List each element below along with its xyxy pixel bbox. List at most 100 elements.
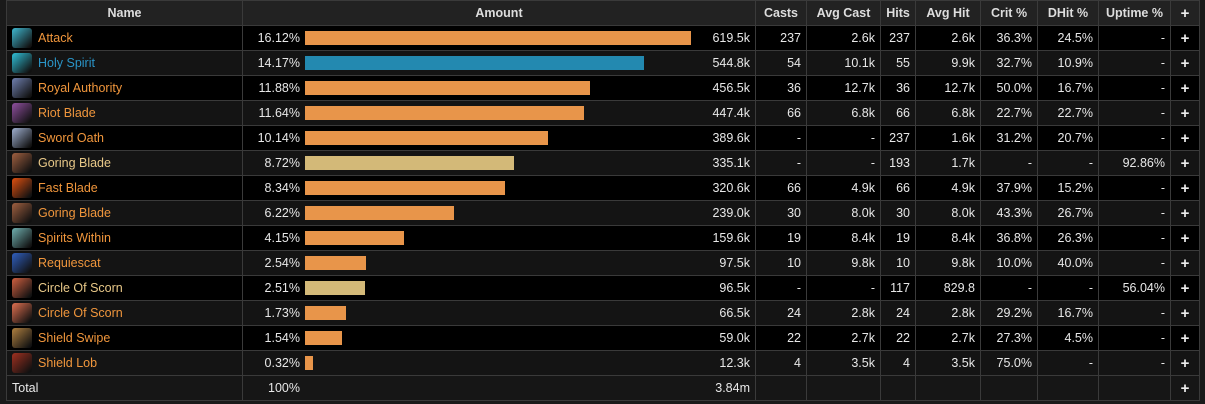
header-name[interactable]: Name <box>6 0 243 26</box>
hits-cell: 237 <box>880 25 916 51</box>
header-avg-hit[interactable]: Avg Hit <box>915 0 981 26</box>
sword-oath-icon <box>12 128 32 148</box>
table-row[interactable]: Requiescat 2.54% 97.5k 10 9.8k 10 9.8k 10.0% 40.… <box>6 250 1200 276</box>
uptime-cell: - <box>1098 175 1171 201</box>
ability-name[interactable]: Goring Blade <box>38 156 111 170</box>
avg-hit-cell: 8.0k <box>915 200 981 226</box>
avg-cast-cell: - <box>806 275 881 301</box>
amount-percent: 2.51% <box>264 281 300 295</box>
crit-cell: 32.7% <box>980 50 1038 76</box>
avg-hit-cell: 8.4k <box>915 225 981 251</box>
table-row[interactable]: Royal Authority 11.88% 456.5k 36 12.7k 36 12.7… <box>6 75 1200 101</box>
expand-button[interactable]: + <box>1170 200 1200 226</box>
expand-button[interactable]: + <box>1170 25 1200 51</box>
table-row[interactable]: Shield Swipe 1.54% 59.0k 22 2.7k 22 2.7k 27.3% 4… <box>6 325 1200 351</box>
amount-percent: 16.12% <box>257 31 300 45</box>
expand-button[interactable]: + <box>1170 150 1200 176</box>
ability-name[interactable]: Sword Oath <box>38 131 105 145</box>
table-row[interactable]: Holy Spirit 14.17% 544.8k 54 10.1k 55 9.9k 32.7… <box>6 50 1200 76</box>
dhit-cell: 10.9% <box>1037 50 1099 76</box>
header-hits[interactable]: Hits <box>880 0 916 26</box>
expand-button[interactable]: + <box>1170 375 1200 401</box>
dhit-cell: 24.5% <box>1037 25 1099 51</box>
header-casts[interactable]: Casts <box>755 0 807 26</box>
amount-percent: 10.14% <box>257 131 300 145</box>
header-avg-cast[interactable]: Avg Cast <box>806 0 881 26</box>
table-row[interactable]: Fast Blade 8.34% 320.6k 66 4.9k 66 4.9k 37.9% 15… <box>6 175 1200 201</box>
damage-table: Name Amount Casts Avg Cast Hits Avg Hit … <box>6 0 1200 401</box>
amount-value: 335.1k <box>712 156 750 170</box>
ability-name[interactable]: Requiescat <box>38 256 101 270</box>
hits-cell: 117 <box>880 275 916 301</box>
expand-button[interactable]: + <box>1170 225 1200 251</box>
avg-hit-cell: 9.9k <box>915 50 981 76</box>
table-row[interactable]: Goring Blade 8.72% 335.1k - -193 1.7k - -92.86%… <box>6 150 1200 176</box>
expand-button[interactable]: + <box>1170 350 1200 376</box>
table-row[interactable]: Riot Blade 11.64% 447.4k 66 6.8k 66 6.8k 22.7% 2… <box>6 100 1200 126</box>
expand-all-button[interactable]: + <box>1170 0 1200 26</box>
avg-cast-cell: 6.8k <box>806 100 881 126</box>
ability-name[interactable]: Shield Swipe <box>38 331 111 345</box>
dhit-cell: 16.7% <box>1037 300 1099 326</box>
expand-button[interactable]: + <box>1170 100 1200 126</box>
expand-button[interactable]: + <box>1170 325 1200 351</box>
avg-hit-cell: 1.6k <box>915 125 981 151</box>
uptime-cell: - <box>1098 250 1171 276</box>
ability-name[interactable]: Holy Spirit <box>38 56 95 70</box>
casts-cell: 30 <box>755 200 807 226</box>
expand-button[interactable]: + <box>1170 250 1200 276</box>
amount-bar <box>305 131 548 145</box>
casts-cell: 24 <box>755 300 807 326</box>
amount-value: 159.6k <box>712 231 750 245</box>
ability-name[interactable]: Circle Of Scorn <box>38 281 123 295</box>
header-amount[interactable]: Amount <box>242 0 756 26</box>
uptime-cell: - <box>1098 50 1171 76</box>
ability-name[interactable]: Riot Blade <box>38 106 96 120</box>
uptime-cell: 92.86% <box>1098 150 1171 176</box>
amount-value: 320.6k <box>712 181 750 195</box>
hits-cell: 24 <box>880 300 916 326</box>
expand-button[interactable]: + <box>1170 275 1200 301</box>
amount-bar <box>305 231 405 245</box>
expand-button[interactable]: + <box>1170 75 1200 101</box>
amount-value: 12.3k <box>719 356 750 370</box>
ability-name[interactable]: Attack <box>38 31 73 45</box>
table-row[interactable]: Circle Of Scorn 1.73% 66.5k 24 2.8k 24 2.8k 29.… <box>6 300 1200 326</box>
table-row[interactable]: Sword Oath 10.14% 389.6k - -237 1.6k 31.2% 20.7… <box>6 125 1200 151</box>
expand-button[interactable]: + <box>1170 125 1200 151</box>
table-row[interactable]: Circle Of Scorn 2.51% 96.5k - -117 829.8- -56.… <box>6 275 1200 301</box>
expand-button[interactable]: + <box>1170 175 1200 201</box>
ability-name[interactable]: Circle Of Scorn <box>38 306 123 320</box>
ability-name[interactable]: Fast Blade <box>38 181 98 195</box>
amount-percent: 1.73% <box>264 306 300 320</box>
header-crit[interactable]: Crit % <box>980 0 1038 26</box>
table-row[interactable]: Attack 16.12% 619.5k 237 2.6k 237 2.6k 36.3% 24.… <box>6 25 1200 51</box>
hits-cell: 19 <box>880 225 916 251</box>
table-row[interactable]: Shield Lob 0.32% 12.3k 4 3.5k 4 3.5k 75.0% - - + <box>6 350 1200 376</box>
avg-cast-cell: 2.7k <box>806 325 881 351</box>
crit-cell: 31.2% <box>980 125 1038 151</box>
uptime-cell: - <box>1098 200 1171 226</box>
hits-cell: 237 <box>880 125 916 151</box>
avg-hit-cell: 12.7k <box>915 75 981 101</box>
ability-name[interactable]: Goring Blade <box>38 206 111 220</box>
amount-value: 59.0k <box>719 331 750 345</box>
total-label: Total <box>6 375 243 401</box>
ability-name[interactable]: Royal Authority <box>38 81 123 95</box>
table-row[interactable]: Goring Blade 6.22% 239.0k 30 8.0k 30 8.0k 43.3%… <box>6 200 1200 226</box>
attack-icon <box>12 28 32 48</box>
table-row[interactable]: Spirits Within 4.15% 159.6k 19 8.4k 19 8.4k 36.… <box>6 225 1200 251</box>
hits-cell: 4 <box>880 350 916 376</box>
ability-name[interactable]: Shield Lob <box>38 356 98 370</box>
royal-authority-icon <box>12 78 32 98</box>
header-dhit[interactable]: DHit % <box>1037 0 1099 26</box>
avg-cast-cell: 10.1k <box>806 50 881 76</box>
expand-button[interactable]: + <box>1170 50 1200 76</box>
dhit-cell: - <box>1037 350 1099 376</box>
ability-name[interactable]: Spirits Within <box>38 231 111 245</box>
hits-cell: 30 <box>880 200 916 226</box>
expand-button[interactable]: + <box>1170 300 1200 326</box>
amount-value: 239.0k <box>712 206 750 220</box>
amount-value: 96.5k <box>719 281 750 295</box>
header-uptime[interactable]: Uptime % <box>1098 0 1171 26</box>
